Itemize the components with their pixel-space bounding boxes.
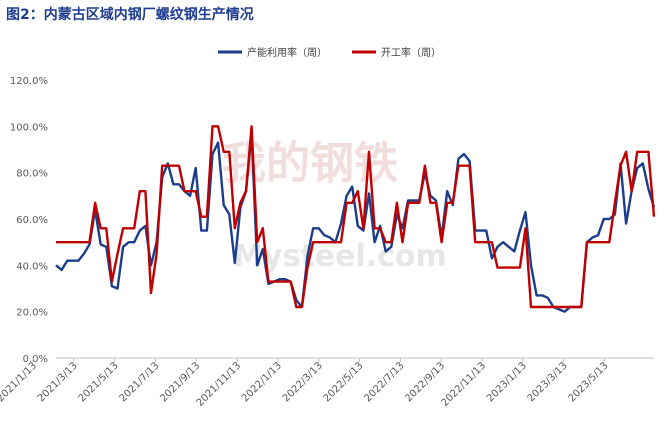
watermark-en: Mysteel.com bbox=[233, 239, 447, 274]
legend: 产能利用率（周） 开工率（周） bbox=[218, 46, 441, 59]
y-axis: 0.0% 20.0% 40.0% 60.0% 80.0% 100.0% 120.0% bbox=[10, 76, 48, 365]
x-tick-label: 2022/1/13 bbox=[240, 360, 284, 404]
chart-title: 图2：内蒙古区域内钢厂螺纹钢生产情况 bbox=[6, 7, 254, 23]
legend-label-capacity-utilization: 产能利用率（周） bbox=[247, 46, 327, 59]
y-tick-label: 60.0% bbox=[16, 215, 48, 226]
x-tick-label: 2022/3/13 bbox=[281, 360, 325, 404]
y-tick-label: 80.0% bbox=[16, 169, 48, 180]
x-tick-label: 2021/1/13 bbox=[0, 360, 39, 404]
x-tick-label: 2022/9/13 bbox=[403, 360, 447, 404]
y-tick-label: 100.0% bbox=[10, 122, 48, 133]
x-tick-label: 2021/3/13 bbox=[36, 360, 80, 404]
y-tick-label: 120.0% bbox=[10, 76, 48, 87]
y-tick-label: 20.0% bbox=[16, 308, 48, 319]
x-tick-label: 2023/5/13 bbox=[567, 360, 611, 404]
x-tick-label: 2022/7/13 bbox=[362, 360, 406, 404]
series-line-operating-rate bbox=[56, 125, 656, 309]
y-tick-label: 0.0% bbox=[23, 354, 48, 365]
x-tick-label: 2021/11/13 bbox=[195, 360, 244, 409]
legend-label-operating-rate: 开工率（周） bbox=[381, 46, 441, 59]
x-tick-label: 2022/11/13 bbox=[440, 360, 489, 409]
series-layer bbox=[55, 125, 656, 313]
x-tick-label: 2021/7/13 bbox=[118, 360, 162, 404]
x-tick-label: 2021/5/13 bbox=[77, 360, 121, 404]
x-tick-label: 2022/5/13 bbox=[322, 360, 366, 404]
x-tick-label: 2021/9/13 bbox=[158, 360, 202, 404]
x-axis: 2021/1/132021/3/132021/5/132021/7/132021… bbox=[0, 357, 654, 409]
x-tick-label: 2023/1/13 bbox=[485, 360, 529, 404]
y-tick-label: 40.0% bbox=[16, 261, 48, 272]
x-tick-label: 2023/3/13 bbox=[526, 360, 570, 404]
